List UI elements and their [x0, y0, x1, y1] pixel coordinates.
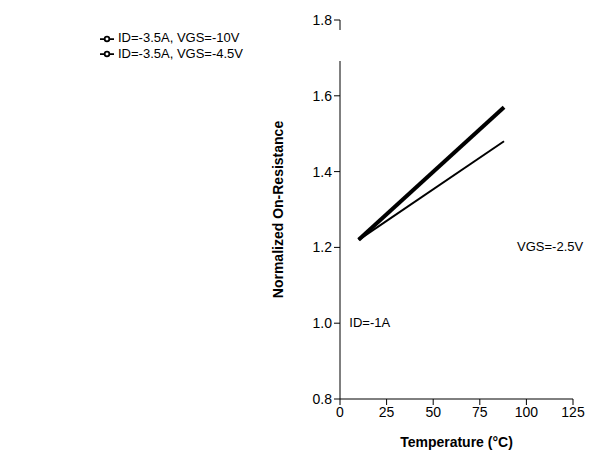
svg-text:1.0: 1.0: [313, 315, 333, 331]
html-text:ID=-3.5A, VGS=-4.5V: ID=-3.5A, VGS=-4.5V: [118, 45, 243, 61]
svg-text:0: 0: [336, 404, 344, 420]
svg-text:1.4: 1.4: [313, 164, 333, 180]
svg-text:100: 100: [515, 404, 539, 420]
svg-text:1.8: 1.8: [313, 12, 333, 28]
svg-text:VGS=-2.5V: VGS=-2.5V: [517, 239, 583, 254]
svg-text:75: 75: [472, 404, 488, 420]
html-text:ID=-3.5A, VGS=-10V: ID=-3.5A, VGS=-10V: [118, 30, 240, 45]
svg-text:1.2: 1.2: [313, 239, 333, 255]
svg-text:Temperature (°C): Temperature (°C): [400, 434, 513, 450]
svg-text:1.6: 1.6: [313, 88, 333, 104]
svg-text:50: 50: [425, 404, 441, 420]
svg-text:125: 125: [561, 404, 585, 420]
svg-text:ID=-1A: ID=-1A: [349, 315, 390, 330]
svg-text:Normalized On-Resistance: Normalized On-Resistance: [270, 121, 286, 299]
svg-text:0.8: 0.8: [313, 391, 333, 407]
svg-text:25: 25: [379, 404, 395, 420]
